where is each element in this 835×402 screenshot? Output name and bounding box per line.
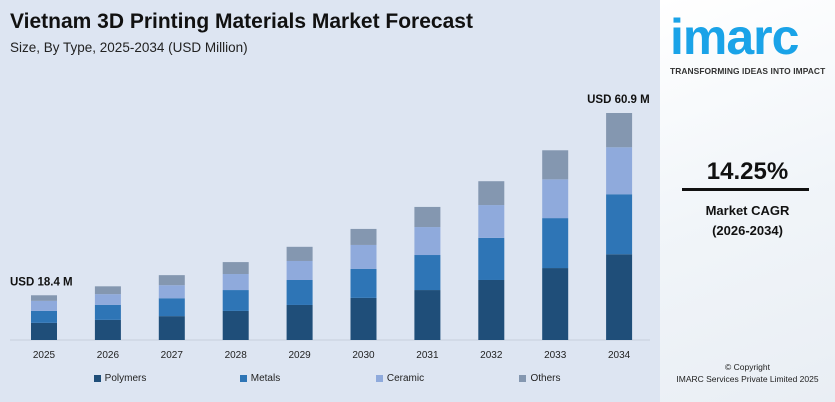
bar-segment-others-2025	[31, 295, 57, 301]
legend-label: Polymers	[104, 373, 147, 384]
legend-item-others: Others	[470, 373, 610, 384]
bar-segment-ceramic-2029	[286, 260, 313, 280]
legend-swatch	[239, 375, 247, 382]
divider	[682, 188, 809, 191]
bar-segment-ceramic-2028	[222, 274, 249, 291]
legend-item-polymers: Polymers	[50, 373, 190, 384]
brand-tagline: TRANSFORMING IDEAS INTO IMPACT	[670, 66, 826, 76]
bar-segment-polymers-2031	[414, 290, 441, 340]
bar-segment-ceramic-2034	[606, 147, 633, 195]
bar-segment-metals-2032	[478, 237, 505, 280]
legend-swatch	[519, 375, 527, 382]
chart-subtitle: Size, By Type, 2025-2034 (USD Million)	[10, 40, 248, 55]
bar-segment-others-2034	[606, 113, 633, 148]
x-tick-label: 2026	[97, 350, 120, 361]
bar-segment-ceramic-2027	[158, 285, 185, 299]
cagr-value: 14.25%	[706, 158, 789, 185]
copyright: © Copyright IMARC Services Private Limit…	[660, 361, 835, 385]
bar-segment-others-2029	[286, 246, 313, 261]
cagr-label-text: Market CAGR	[705, 203, 790, 218]
legend-item-ceramic: Ceramic	[330, 373, 470, 384]
bar-segment-ceramic-2026	[94, 294, 121, 305]
bar-segment-others-2031	[414, 206, 441, 228]
total-annotation: USD 18.4 M	[10, 276, 73, 288]
x-tick-label: 2031	[416, 350, 439, 361]
bar-segment-others-2033	[542, 150, 569, 180]
bar-segment-ceramic-2030	[350, 244, 377, 269]
cagr-period: (2026-2034)	[712, 223, 783, 238]
copyright-owner: IMARC Services Private Limited 2025	[676, 374, 819, 384]
stacked-bar-chart: 2025 USD 18.4 M 2026 2027 2028 2029 2030 2031 20…	[10, 94, 650, 361]
legend-swatch	[375, 375, 383, 382]
bar-segment-metals-2027	[158, 298, 185, 317]
bar-segment-metals-2031	[414, 255, 441, 291]
bar-segment-polymers-2028	[222, 310, 249, 340]
bar-segment-metals-2034	[606, 194, 633, 255]
bar-segment-ceramic-2025	[31, 300, 57, 311]
bar-segment-metals-2025	[31, 310, 57, 323]
bar-segment-metals-2028	[222, 290, 249, 311]
legend-item-metals: Metals	[190, 373, 330, 384]
chart-title: Vietnam 3D Printing Materials Market For…	[10, 10, 473, 33]
legend-label: Ceramic	[386, 373, 425, 384]
bar-segment-polymers-2032	[478, 279, 505, 340]
x-tick-label: 2027	[161, 350, 184, 361]
x-tick-label: 2032	[480, 350, 503, 361]
legend-label: Others	[530, 373, 561, 384]
bar-segment-metals-2030	[350, 268, 377, 298]
bar-segment-others-2026	[94, 286, 121, 295]
bar-segment-polymers-2029	[286, 304, 313, 340]
x-tick-label: 2025	[33, 350, 56, 361]
bar-segment-metals-2026	[94, 304, 121, 320]
chart-panel: 2025 USD 18.4 M 2026 2027 2028 2029 2030 2031 20…	[0, 0, 660, 402]
total-annotation: USD 60.9 M	[587, 94, 650, 106]
x-tick-label: 2029	[288, 350, 311, 361]
bar-segment-others-2032	[478, 181, 505, 206]
x-tick-label: 2030	[352, 350, 375, 361]
x-tick-label: 2028	[225, 350, 248, 361]
bar-segment-metals-2029	[286, 279, 313, 305]
bar-segment-others-2028	[222, 262, 249, 275]
legend-swatch	[93, 375, 101, 382]
bar-segment-polymers-2027	[158, 316, 185, 340]
legend: Polymers Metals Ceramic Others	[0, 373, 660, 384]
x-tick-label: 2034	[608, 350, 631, 361]
bar-segment-ceramic-2031	[414, 227, 441, 256]
legend-label: Metals	[250, 373, 281, 384]
bar-segment-ceramic-2032	[478, 205, 505, 238]
bar-segment-polymers-2026	[94, 319, 121, 340]
bar-segment-others-2027	[158, 275, 185, 286]
bar-segment-polymers-2033	[542, 268, 569, 340]
bar-segment-others-2030	[350, 228, 377, 245]
bar-segment-metals-2033	[542, 218, 569, 269]
bar-segment-ceramic-2033	[542, 179, 569, 219]
cagr-label: Market CAGR (2026-2034)	[660, 201, 835, 241]
bar-segment-polymers-2030	[350, 297, 377, 340]
x-tick-label: 2033	[544, 350, 567, 361]
side-panel: imarc TRANSFORMING IDEAS INTO IMPACT 14.…	[660, 0, 835, 402]
bar-segment-polymers-2034	[606, 254, 633, 340]
bar-segment-polymers-2025	[31, 322, 57, 340]
imarc-logo: imarc	[670, 9, 799, 65]
copyright-line: © Copyright	[724, 362, 770, 372]
